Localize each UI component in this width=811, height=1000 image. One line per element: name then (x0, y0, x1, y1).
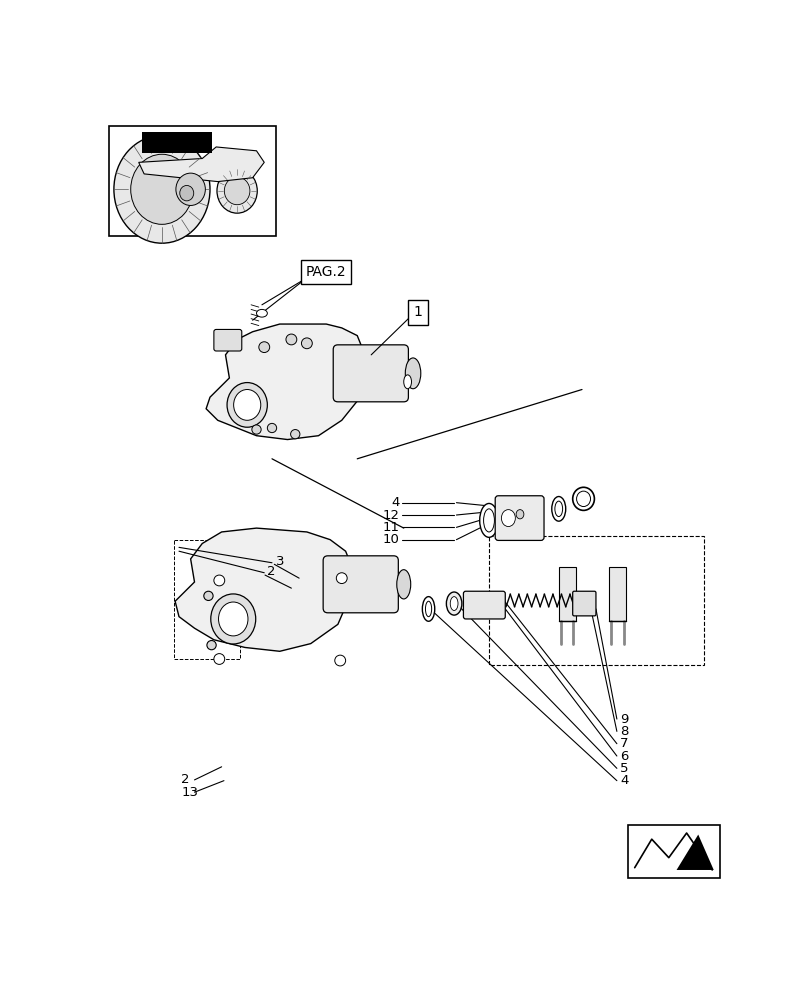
Text: 13: 13 (181, 786, 198, 799)
FancyBboxPatch shape (495, 496, 543, 540)
Ellipse shape (176, 173, 205, 205)
Text: 6: 6 (620, 750, 628, 763)
Ellipse shape (446, 592, 461, 615)
FancyBboxPatch shape (572, 591, 595, 616)
Ellipse shape (234, 390, 260, 420)
Circle shape (336, 573, 347, 584)
FancyBboxPatch shape (628, 825, 719, 878)
Ellipse shape (114, 135, 210, 243)
Text: 7: 7 (620, 737, 628, 750)
FancyBboxPatch shape (333, 345, 408, 402)
FancyBboxPatch shape (213, 329, 242, 351)
Circle shape (207, 641, 216, 650)
Text: 3: 3 (276, 555, 284, 568)
Ellipse shape (397, 570, 410, 599)
Text: 4: 4 (620, 774, 628, 787)
Circle shape (301, 338, 312, 349)
Circle shape (204, 591, 212, 600)
Ellipse shape (551, 497, 565, 521)
Polygon shape (175, 528, 353, 651)
Polygon shape (139, 147, 264, 182)
Ellipse shape (422, 597, 434, 621)
Polygon shape (676, 835, 713, 870)
Ellipse shape (554, 501, 562, 517)
Circle shape (251, 425, 261, 434)
Text: 5: 5 (620, 762, 628, 775)
Ellipse shape (224, 177, 250, 205)
Ellipse shape (500, 510, 515, 527)
Ellipse shape (131, 154, 193, 224)
Circle shape (213, 575, 225, 586)
Bar (488, 536, 704, 665)
FancyBboxPatch shape (608, 567, 625, 620)
Circle shape (213, 654, 225, 664)
FancyBboxPatch shape (463, 591, 504, 619)
Ellipse shape (218, 602, 247, 636)
Ellipse shape (217, 169, 257, 213)
Ellipse shape (256, 309, 267, 317)
Circle shape (334, 655, 345, 666)
Ellipse shape (479, 503, 498, 537)
Ellipse shape (576, 491, 590, 507)
Ellipse shape (449, 597, 457, 610)
Text: 2: 2 (181, 773, 190, 786)
Ellipse shape (211, 594, 255, 644)
FancyBboxPatch shape (142, 132, 212, 153)
Text: PAG.2: PAG.2 (306, 265, 346, 279)
Ellipse shape (516, 510, 523, 519)
FancyBboxPatch shape (558, 567, 575, 620)
Text: 4: 4 (391, 496, 399, 509)
Ellipse shape (405, 358, 420, 389)
Ellipse shape (179, 185, 194, 201)
Text: 1: 1 (413, 306, 422, 320)
Ellipse shape (227, 383, 267, 427)
Ellipse shape (483, 509, 494, 532)
Ellipse shape (403, 375, 411, 389)
Circle shape (285, 334, 297, 345)
Circle shape (259, 342, 269, 353)
Text: 11: 11 (383, 521, 399, 534)
Text: 8: 8 (620, 725, 628, 738)
Text: 12: 12 (383, 509, 399, 522)
Text: 9: 9 (620, 713, 628, 726)
Polygon shape (206, 324, 368, 440)
Circle shape (290, 430, 299, 439)
Text: 2: 2 (266, 565, 275, 578)
Ellipse shape (425, 601, 431, 617)
FancyBboxPatch shape (323, 556, 398, 613)
Circle shape (267, 423, 277, 433)
Ellipse shape (572, 487, 594, 510)
FancyBboxPatch shape (109, 126, 276, 236)
Text: 10: 10 (383, 533, 399, 546)
